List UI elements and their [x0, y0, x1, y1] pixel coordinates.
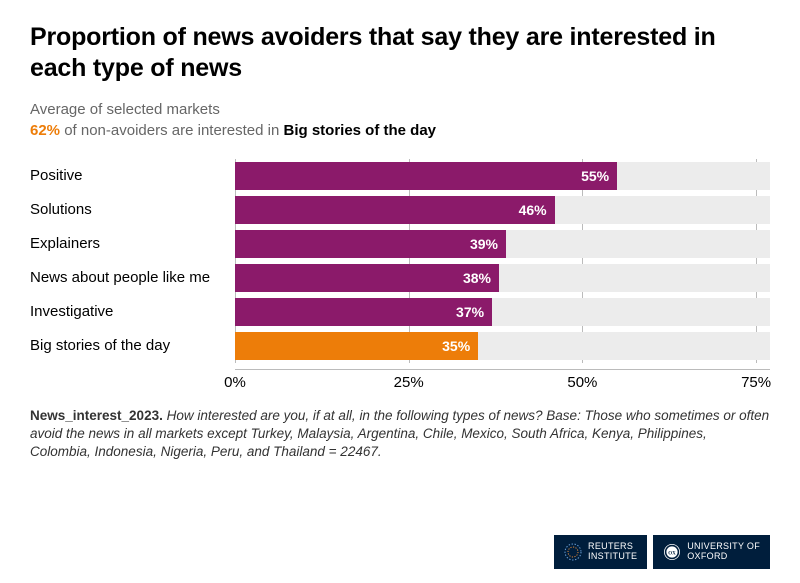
bars: 55% 46% 39% 38% 37% 35%: [235, 159, 770, 363]
bar: 55%: [235, 162, 617, 190]
bar-row: 37%: [235, 295, 770, 329]
category-label: Big stories of the day: [30, 329, 235, 363]
reuters-line2: INSTITUTE: [588, 552, 637, 562]
highlight-pct: 62%: [30, 122, 60, 139]
x-axis: 0% 25% 50% 75%: [30, 369, 770, 391]
attribution-badges: REUTERS INSTITUTE OX UNIVERSITY OF OXFOR…: [554, 535, 770, 569]
category-label: Solutions: [30, 193, 235, 227]
footnote-key: News_interest_2023.: [30, 408, 163, 423]
oxford-icon: OX: [663, 543, 681, 561]
svg-text:OX: OX: [669, 551, 677, 556]
bar-row: 46%: [235, 193, 770, 227]
bar-row: 35%: [235, 329, 770, 363]
highlight-line: 62% of non-avoiders are interested in Bi…: [30, 122, 770, 139]
tick-label: 50%: [567, 374, 597, 391]
bar-row: 39%: [235, 227, 770, 261]
oxford-badge: OX UNIVERSITY OF OXFORD: [653, 535, 770, 569]
bar-row: 55%: [235, 159, 770, 193]
tick-label: 25%: [394, 374, 424, 391]
category-labels: PositiveSolutionsExplainersNews about pe…: [30, 159, 235, 363]
bar: 35%: [235, 332, 478, 360]
category-label: Investigative: [30, 295, 235, 329]
oxford-line2: OXFORD: [687, 552, 760, 562]
category-label: News about people like me: [30, 261, 235, 295]
bar: 38%: [235, 264, 499, 292]
category-label: Positive: [30, 159, 235, 193]
highlight-bold: Big stories of the day: [284, 122, 437, 139]
bar: 46%: [235, 196, 555, 224]
tick-label: 0%: [224, 374, 246, 391]
bars-region: 55% 46% 39% 38% 37% 35%: [235, 159, 770, 363]
category-label: Explainers: [30, 227, 235, 261]
bar: 39%: [235, 230, 506, 258]
bar: 37%: [235, 298, 492, 326]
x-axis-labels: 0%25%50%75%: [235, 369, 770, 391]
bar-row: 38%: [235, 261, 770, 295]
chart-title: Proportion of news avoiders that say the…: [30, 22, 770, 85]
chart-subtitle: Average of selected markets: [30, 101, 770, 118]
tick-label: 75%: [741, 374, 771, 391]
reuters-badge: REUTERS INSTITUTE: [554, 535, 647, 569]
footnote: News_interest_2023. How interested are y…: [30, 407, 770, 462]
highlight-mid: of non-avoiders are interested in: [60, 122, 283, 139]
bar-chart: PositiveSolutionsExplainersNews about pe…: [30, 159, 770, 363]
reuters-icon: [564, 543, 582, 561]
